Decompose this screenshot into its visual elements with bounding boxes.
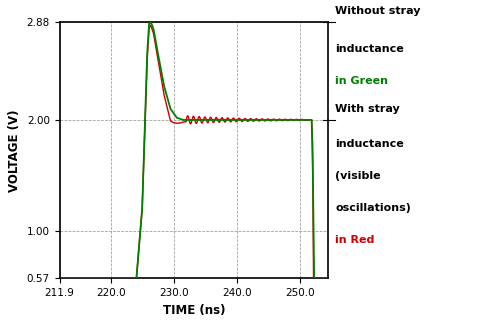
X-axis label: TIME (ns): TIME (ns) — [163, 304, 225, 317]
Text: (visible: (visible — [335, 171, 381, 181]
Text: Without stray: Without stray — [335, 6, 421, 16]
Text: inductance: inductance — [335, 139, 404, 149]
Text: in Red: in Red — [335, 235, 375, 245]
Text: inductance: inductance — [335, 44, 404, 54]
Y-axis label: VOLTAGE (V): VOLTAGE (V) — [8, 109, 21, 192]
Text: With stray: With stray — [335, 104, 400, 114]
Text: in Green: in Green — [335, 76, 389, 86]
Text: oscillations): oscillations) — [335, 203, 412, 213]
